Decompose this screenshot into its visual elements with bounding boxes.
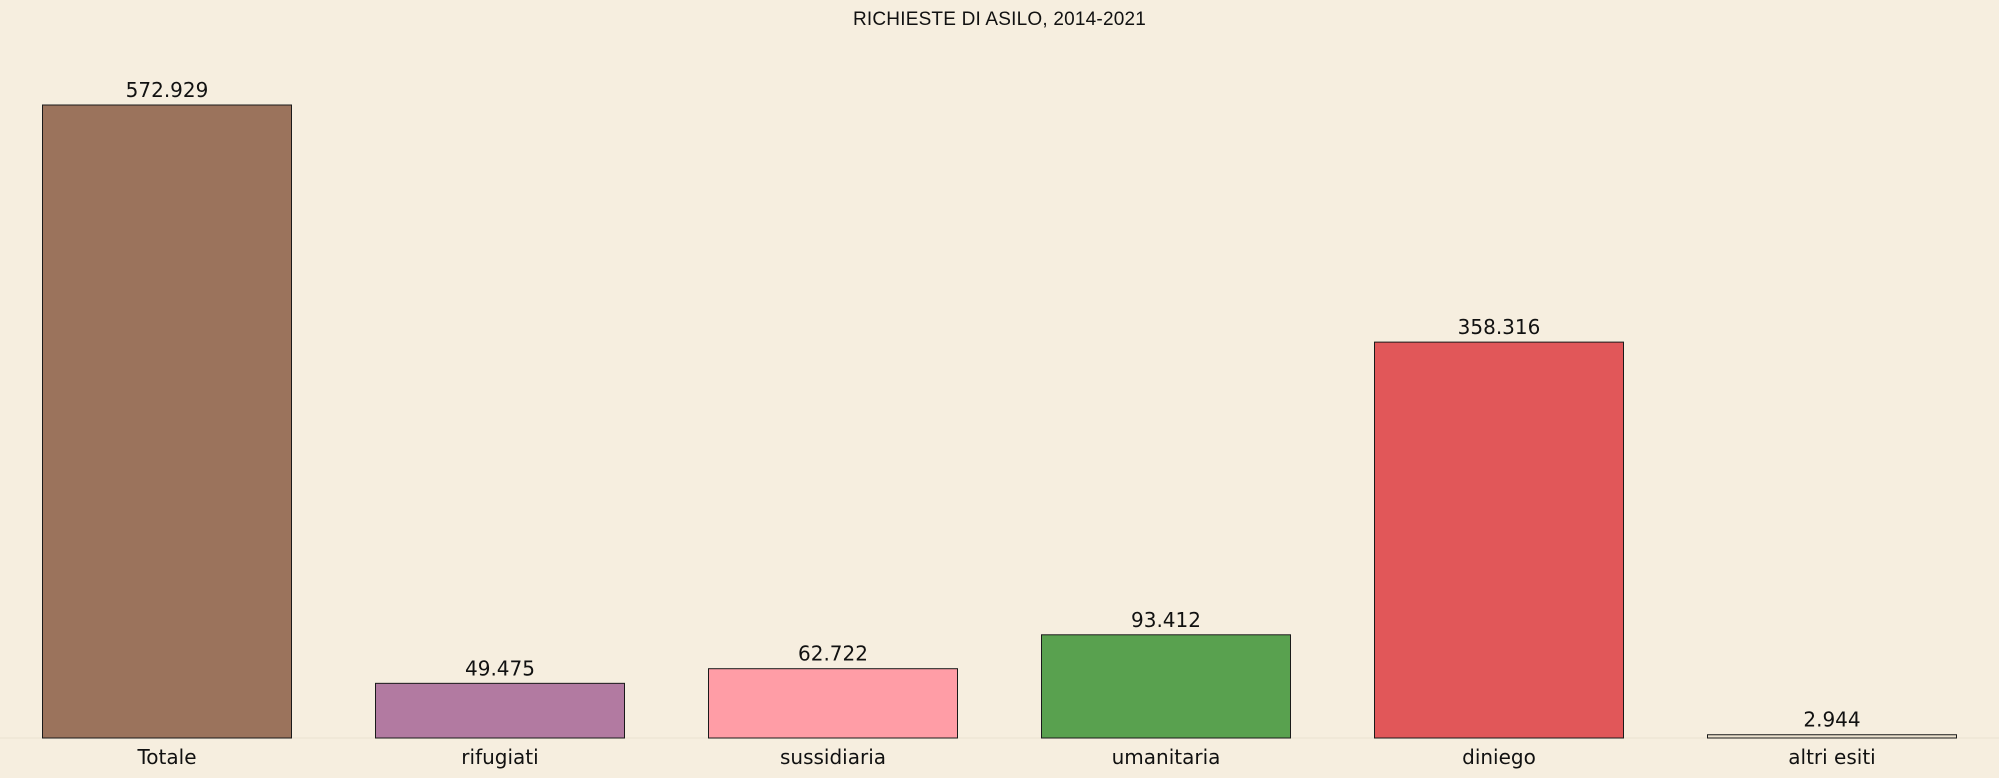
bar-diniego [1374, 341, 1624, 739]
bar-umanitaria [1041, 634, 1291, 739]
value-label-totale: 572.929 [126, 78, 209, 102]
category-label-totale: Totale [136, 745, 196, 769]
bar-altri-esiti [1707, 734, 1957, 739]
bars-group [42, 104, 1957, 739]
value-label-rifugiati: 49.475 [465, 656, 535, 680]
value-label-altri-esiti: 2.944 [1803, 708, 1860, 732]
value-label-diniego: 358.316 [1458, 315, 1541, 339]
bar-totale [42, 104, 292, 739]
category-label-diniego: diniego [1462, 745, 1536, 769]
category-label-rifugiati: rifugiati [461, 745, 538, 769]
value-label-sussidiaria: 62.722 [798, 642, 868, 666]
chart-title: RICHIESTE DI ASILO, 2014-2021 [852, 9, 1147, 30]
category-label-umanitaria: umanitaria [1112, 745, 1221, 769]
value-labels-group: 572.929 49.475 62.722 93.412 358.316 2.944 [126, 78, 1861, 732]
category-label-altri-esiti: altri esiti [1788, 745, 1875, 769]
category-label-sussidiaria: sussidiaria [780, 745, 886, 769]
value-label-umanitaria: 93.412 [1131, 608, 1201, 632]
category-labels-group: Totale rifugiati sussidiaria umanitaria dini… [136, 745, 1875, 769]
bar-sussidiaria [708, 668, 958, 739]
bar-rifugiati [375, 682, 625, 739]
